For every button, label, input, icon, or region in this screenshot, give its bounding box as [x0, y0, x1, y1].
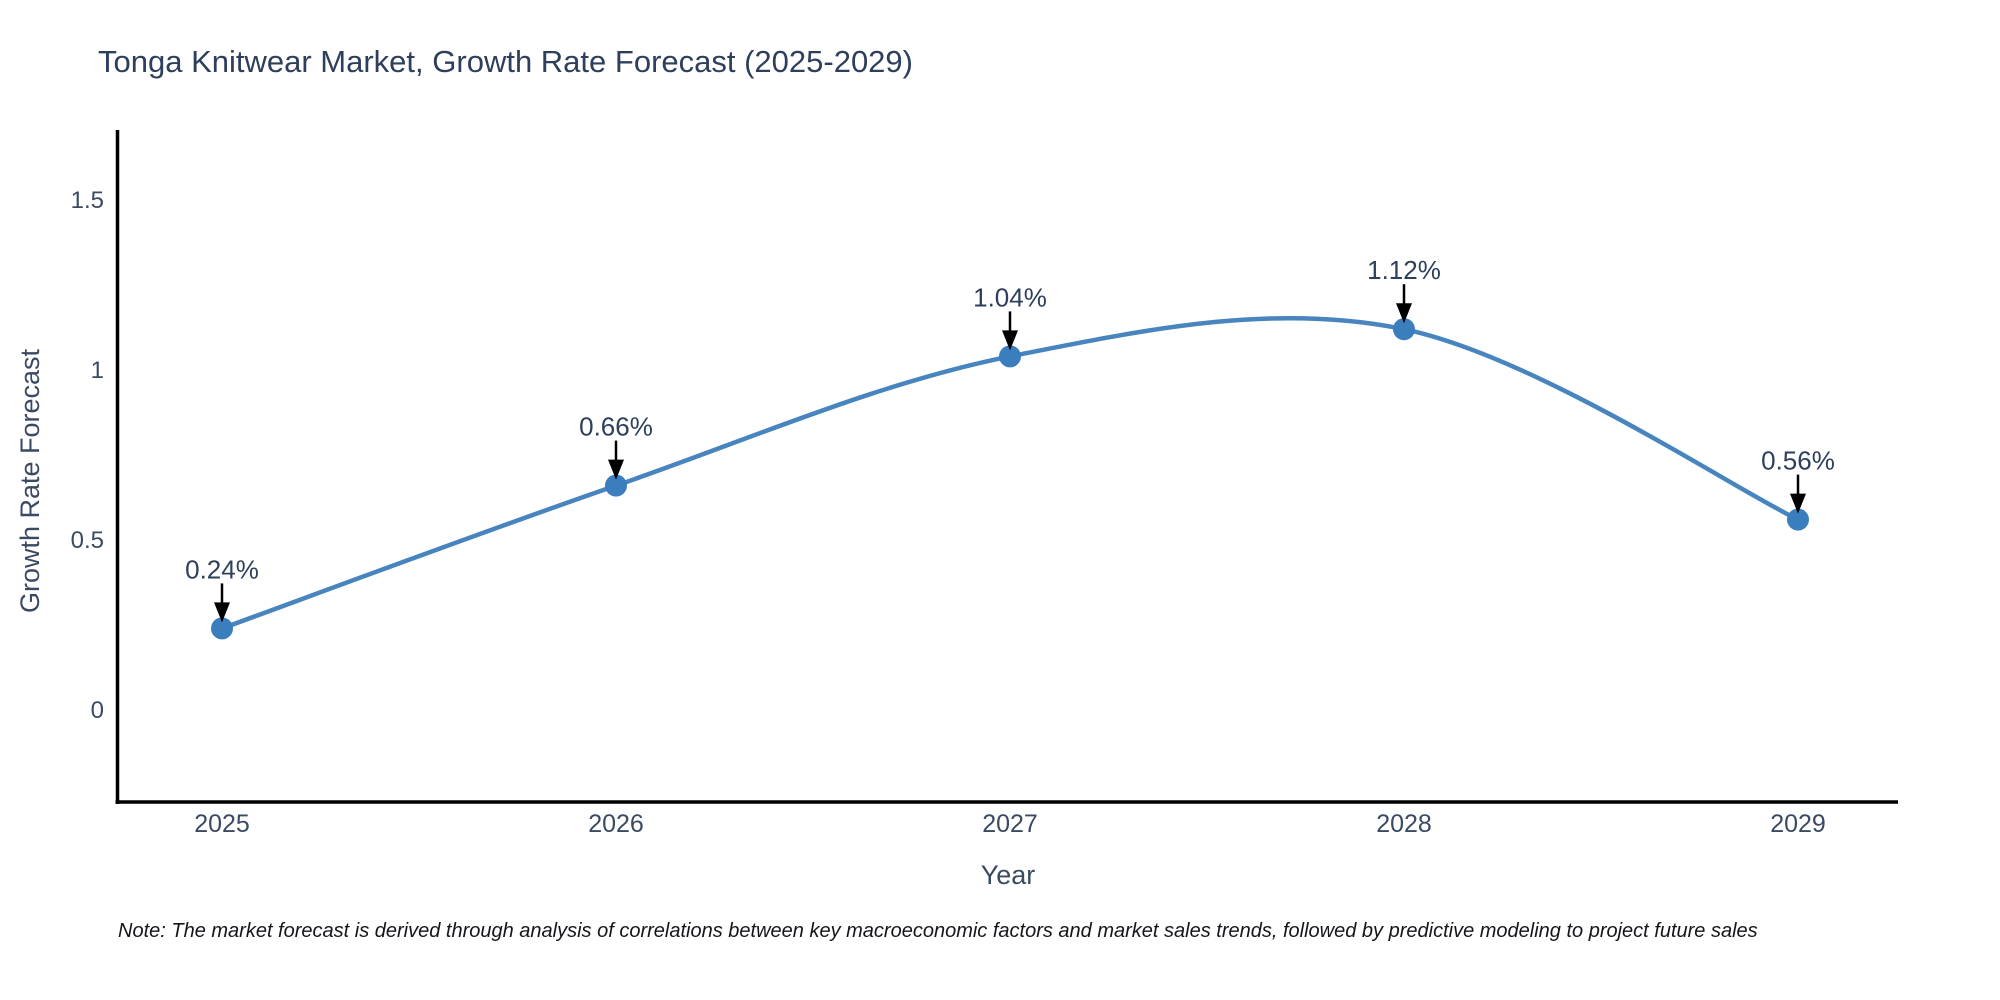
- chart-title: Tonga Knitwear Market, Growth Rate Forec…: [98, 44, 913, 79]
- data-point-marker: [211, 617, 233, 640]
- x-tick-label: 2025: [194, 810, 250, 838]
- y-tick-label: 0: [91, 697, 104, 724]
- annotation-arrow-head: [214, 602, 230, 623]
- annotation-arrow-head: [1396, 303, 1412, 324]
- annotation-arrow-head: [608, 459, 624, 480]
- annotation-arrow-head: [1790, 493, 1806, 514]
- x-tick-label: 2029: [1770, 810, 1826, 838]
- y-tick-label: 1: [91, 357, 104, 384]
- data-point-marker: [1787, 508, 1809, 531]
- data-point-marker: [999, 345, 1021, 368]
- y-tick-label: 0.5: [71, 527, 104, 554]
- y-tick-label: 1.5: [71, 187, 104, 214]
- x-tick-label: 2028: [1376, 810, 1432, 838]
- x-axis-title: Year: [980, 860, 1036, 890]
- x-tick-label: 2026: [588, 810, 644, 838]
- chart-footnote: Note: The market forecast is derived thr…: [118, 920, 1758, 942]
- annotation-arrow-head: [1002, 330, 1018, 351]
- data-point-label: 0.56%: [1761, 446, 1835, 476]
- data-point-marker: [1393, 318, 1415, 341]
- data-point-label: 1.12%: [1367, 255, 1441, 285]
- y-axis-title: Growth Rate Forecast: [15, 348, 45, 614]
- data-point-label: 0.24%: [185, 554, 259, 584]
- data-point-marker: [605, 474, 627, 497]
- x-tick-label: 2027: [982, 810, 1038, 838]
- data-point-label: 1.04%: [973, 282, 1047, 312]
- data-point-label: 0.66%: [579, 412, 653, 442]
